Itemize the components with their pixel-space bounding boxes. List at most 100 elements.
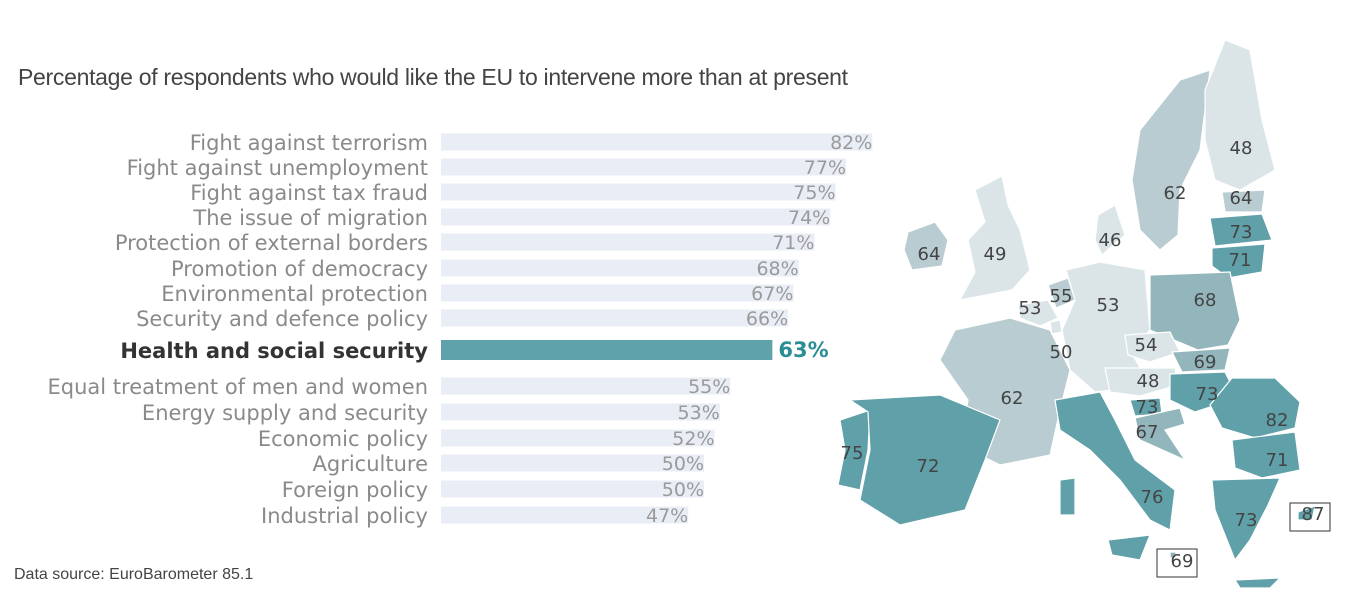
country-value-label: 87 [1302, 504, 1325, 525]
value-label: 74% [788, 207, 830, 229]
value-label: 68% [756, 258, 798, 280]
country-cz [1124, 331, 1181, 363]
bar [441, 183, 836, 201]
value-label: 53% [678, 402, 720, 424]
country-value-label: 73 [1196, 384, 1219, 405]
country-value-label: 48 [1137, 371, 1160, 392]
country-value-label: 50 [1050, 342, 1073, 363]
category-label: Promotion of democracy [171, 257, 428, 281]
country-be [1017, 299, 1059, 327]
category-label: Energy supply and security [142, 401, 428, 425]
inset-box [1156, 548, 1198, 578]
country-lu [1049, 319, 1063, 335]
country-mt [1169, 551, 1177, 559]
country-value-label: 54 [1135, 335, 1158, 356]
value-label: 52% [672, 428, 714, 450]
country-value-label: 72 [917, 456, 940, 477]
country-ro [1209, 377, 1301, 439]
bar [441, 133, 873, 151]
category-label: Protection of external borders [115, 231, 428, 255]
country-value-label: 69 [1194, 352, 1217, 373]
country-sk [1171, 347, 1231, 373]
country-value-label: 67 [1136, 422, 1159, 443]
country-at [1104, 367, 1179, 397]
country-uk [958, 175, 1031, 301]
value-label: 71% [772, 232, 814, 254]
country-ie [903, 221, 949, 271]
country-value-label: 62 [1001, 388, 1024, 409]
country-value-label: 64 [918, 244, 941, 265]
country-se [1131, 69, 1211, 251]
category-label: Agriculture [313, 452, 429, 476]
chart-title: Percentage of respondents who would like… [18, 64, 848, 90]
country-cy [1297, 505, 1316, 521]
country-value-label: 75 [841, 443, 864, 464]
value-label: 82% [830, 132, 872, 154]
bar [441, 284, 794, 302]
country-value-label: 71 [1229, 250, 1252, 271]
country-hr [1134, 407, 1187, 462]
category-label: Environmental protection [161, 282, 428, 306]
category-label: Foreign policy [282, 478, 428, 502]
bar [441, 340, 773, 360]
country-pl [1149, 271, 1241, 351]
country-es [848, 394, 1001, 526]
category-label: Health and social security [120, 339, 428, 363]
bar [441, 480, 704, 498]
country-lt [1211, 243, 1266, 279]
country-value-label: 71 [1266, 450, 1289, 471]
bar [441, 309, 789, 327]
inset-box [1289, 502, 1331, 532]
value-label: 47% [646, 505, 688, 527]
country-lv [1209, 213, 1273, 247]
country-value-label: 73 [1235, 510, 1258, 531]
bar [441, 259, 799, 277]
bar [441, 377, 731, 395]
country-value-label: 76 [1141, 487, 1164, 508]
bar [441, 403, 720, 421]
value-label: 50% [662, 479, 704, 501]
country-fi [1204, 39, 1276, 191]
bar [441, 506, 689, 524]
country-ee [1221, 189, 1266, 213]
category-label: The issue of migration [192, 206, 428, 230]
bar [441, 454, 704, 472]
country-value-label: 62 [1164, 183, 1187, 204]
bar [441, 158, 847, 176]
country-value-label: 53 [1019, 298, 1042, 319]
country-value-label: 49 [984, 244, 1007, 265]
value-label: 67% [751, 283, 793, 305]
country-dk [1094, 204, 1126, 256]
value-label: 50% [662, 453, 704, 475]
category-label: Fight against tax fraud [190, 181, 428, 205]
category-label: Security and defence policy [136, 307, 428, 331]
bar [441, 208, 831, 226]
country-value-label: 73 [1136, 397, 1159, 418]
country-value-label: 64 [1230, 188, 1253, 209]
country-value-label: 68 [1194, 290, 1217, 311]
bar [441, 233, 815, 251]
value-label: 55% [688, 376, 730, 398]
country-value-label: 73 [1230, 222, 1253, 243]
country-bg [1231, 431, 1301, 479]
value-label: 77% [804, 157, 846, 179]
country-value-label: 55 [1050, 286, 1073, 307]
category-label: Fight against terrorism [190, 131, 428, 155]
country-value-label: 82 [1266, 410, 1289, 431]
value-label: 63% [778, 338, 828, 362]
country-value-label: 46 [1099, 230, 1122, 251]
country-it [1054, 391, 1176, 561]
value-label: 66% [746, 308, 788, 330]
country-gr [1211, 477, 1282, 589]
category-label: Fight against unemployment [127, 156, 428, 180]
value-label: 75% [793, 182, 835, 204]
country-value-label: 69 [1171, 551, 1194, 572]
country-value-label: 48 [1230, 138, 1253, 159]
country-value-label: 53 [1097, 295, 1120, 316]
category-label: Economic policy [258, 427, 428, 451]
data-source: Data source: EuroBarometer 85.1 [14, 566, 254, 583]
category-label: Equal treatment of men and women [48, 375, 428, 399]
category-label: Industrial policy [261, 504, 428, 528]
bar [441, 429, 715, 447]
